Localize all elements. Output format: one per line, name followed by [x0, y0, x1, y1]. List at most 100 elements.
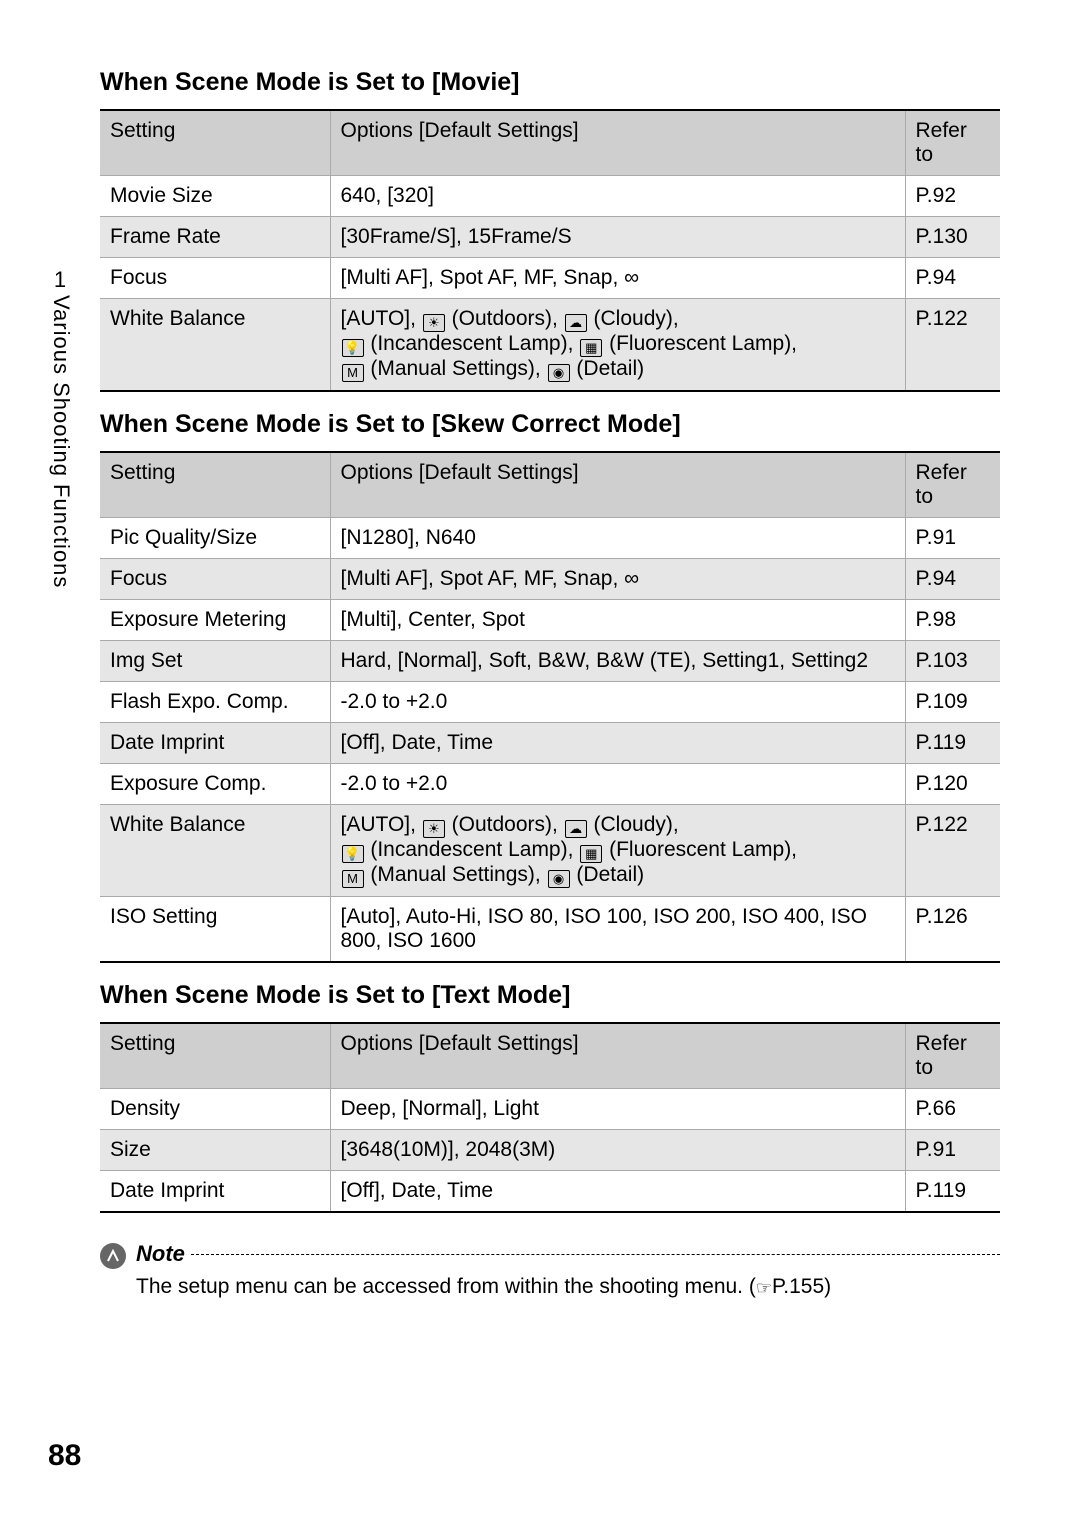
cell-refer: P.109	[905, 682, 1000, 723]
note-icon	[100, 1243, 126, 1269]
table-row: Exposure Comp.-2.0 to +2.0P.120	[100, 764, 1000, 805]
wb-icon: 💡	[342, 845, 364, 863]
col-header-refer: Refer to	[905, 452, 1000, 518]
col-header-refer: Refer to	[905, 1023, 1000, 1089]
table-row: Size[3648(10M)], 2048(3M)P.91	[100, 1130, 1000, 1171]
col-header-setting: Setting	[100, 452, 330, 518]
col-header-refer: Refer to	[905, 110, 1000, 176]
cell-options: [N1280], N640	[330, 518, 905, 559]
cell-options: [30Frame/S], 15Frame/S	[330, 217, 905, 258]
table-row: Img SetHard, [Normal], Soft, B&W, B&W (T…	[100, 641, 1000, 682]
cell-setting: Frame Rate	[100, 217, 330, 258]
cell-setting: White Balance	[100, 299, 330, 392]
cell-setting: White Balance	[100, 805, 330, 897]
chapter-number: 1	[48, 267, 72, 293]
table-row: Date Imprint[Off], Date, TimeP.119	[100, 723, 1000, 764]
cell-refer: P.91	[905, 1130, 1000, 1171]
cell-refer: P.94	[905, 258, 1000, 299]
wb-icon: ☁	[565, 820, 587, 838]
col-header-setting: Setting	[100, 1023, 330, 1089]
cell-refer: P.103	[905, 641, 1000, 682]
table-row: Focus[Multi AF], Spot AF, MF, Snap, ∞P.9…	[100, 258, 1000, 299]
cell-setting: Size	[100, 1130, 330, 1171]
cell-refer: P.119	[905, 723, 1000, 764]
cell-options: -2.0 to +2.0	[330, 682, 905, 723]
side-section-label: Various Shooting Functions	[48, 295, 74, 588]
cell-options: [Auto], Auto-Hi, ISO 80, ISO 100, ISO 20…	[330, 897, 905, 963]
cell-options: [Off], Date, Time	[330, 723, 905, 764]
cell-refer: P.94	[905, 559, 1000, 600]
hand-icon: ☞	[756, 1278, 772, 1298]
wb-icon: ☁	[565, 314, 587, 332]
cell-refer: P.122	[905, 299, 1000, 392]
page-number: 88	[48, 1439, 81, 1473]
table-row: Exposure Metering[Multi], Center, SpotP.…	[100, 600, 1000, 641]
wb-icon: M	[342, 870, 364, 888]
note-label: Note	[136, 1241, 185, 1267]
table-row: Date Imprint[Off], Date, TimeP.119	[100, 1171, 1000, 1213]
wb-icon: M	[342, 364, 364, 382]
table-row: ISO Setting[Auto], Auto-Hi, ISO 80, ISO …	[100, 897, 1000, 963]
cell-refer: P.91	[905, 518, 1000, 559]
col-header-options: Options [Default Settings]	[330, 1023, 905, 1089]
cell-setting: Density	[100, 1089, 330, 1130]
wb-icon: ☀	[423, 820, 445, 838]
cell-setting: Exposure Metering	[100, 600, 330, 641]
cell-refer: P.92	[905, 176, 1000, 217]
table-row: Frame Rate[30Frame/S], 15Frame/SP.130	[100, 217, 1000, 258]
cell-refer: P.126	[905, 897, 1000, 963]
wb-icon: ☀	[423, 314, 445, 332]
cell-setting: Focus	[100, 559, 330, 600]
table-body: Movie Size640, [320]P.92Frame Rate[30Fra…	[100, 176, 1000, 392]
cell-setting: Movie Size	[100, 176, 330, 217]
cell-options: [3648(10M)], 2048(3M)	[330, 1130, 905, 1171]
wb-icon: ▦	[580, 845, 602, 863]
cell-options: [AUTO], ☀ (Outdoors), ☁ (Cloudy),💡 (Inca…	[330, 805, 905, 897]
cell-options: [Multi], Center, Spot	[330, 600, 905, 641]
page: 1 Various Shooting Functions When Scene …	[0, 0, 1080, 1521]
cell-options: [Multi AF], Spot AF, MF, Snap, ∞	[330, 258, 905, 299]
section-heading-movie: When Scene Mode is Set to [Movie]	[100, 68, 1000, 97]
cell-setting: Date Imprint	[100, 723, 330, 764]
wb-icon: ▦	[580, 339, 602, 357]
section-heading-text: When Scene Mode is Set to [Text Mode]	[100, 981, 1000, 1010]
cell-options: 640, [320]	[330, 176, 905, 217]
cell-options: Hard, [Normal], Soft, B&W, B&W (TE), Set…	[330, 641, 905, 682]
cell-options: [Multi AF], Spot AF, MF, Snap, ∞	[330, 559, 905, 600]
note-text-before: The setup menu can be accessed from with…	[136, 1275, 756, 1298]
cell-refer: P.130	[905, 217, 1000, 258]
settings-table-movie: Setting Options [Default Settings] Refer…	[100, 109, 1000, 392]
cell-setting: Exposure Comp.	[100, 764, 330, 805]
note-divider	[191, 1241, 1000, 1255]
cell-refer: P.120	[905, 764, 1000, 805]
note-text-after: P.155)	[772, 1275, 831, 1298]
cell-setting: ISO Setting	[100, 897, 330, 963]
cell-setting: Flash Expo. Comp.	[100, 682, 330, 723]
table-row: White Balance[AUTO], ☀ (Outdoors), ☁ (Cl…	[100, 805, 1000, 897]
table-body: Pic Quality/Size[N1280], N640P.91Focus[M…	[100, 518, 1000, 963]
cell-refer: P.122	[905, 805, 1000, 897]
table-row: Focus[Multi AF], Spot AF, MF, Snap, ∞P.9…	[100, 559, 1000, 600]
table-row: Flash Expo. Comp.-2.0 to +2.0P.109	[100, 682, 1000, 723]
col-header-options: Options [Default Settings]	[330, 452, 905, 518]
table-row: White Balance[AUTO], ☀ (Outdoors), ☁ (Cl…	[100, 299, 1000, 392]
table-row: Pic Quality/Size[N1280], N640P.91	[100, 518, 1000, 559]
settings-table-skew: Setting Options [Default Settings] Refer…	[100, 451, 1000, 963]
cell-options: [AUTO], ☀ (Outdoors), ☁ (Cloudy),💡 (Inca…	[330, 299, 905, 392]
cell-refer: P.98	[905, 600, 1000, 641]
col-header-setting: Setting	[100, 110, 330, 176]
wb-icon: ◉	[548, 364, 570, 382]
table-row: DensityDeep, [Normal], LightP.66	[100, 1089, 1000, 1130]
note-header: Note	[100, 1241, 1000, 1269]
section-heading-skew: When Scene Mode is Set to [Skew Correct …	[100, 410, 1000, 439]
cell-setting: Img Set	[100, 641, 330, 682]
cell-options: -2.0 to +2.0	[330, 764, 905, 805]
col-header-options: Options [Default Settings]	[330, 110, 905, 176]
cell-options: Deep, [Normal], Light	[330, 1089, 905, 1130]
settings-table-text: Setting Options [Default Settings] Refer…	[100, 1022, 1000, 1213]
table-body: DensityDeep, [Normal], LightP.66Size[364…	[100, 1089, 1000, 1213]
cell-setting: Focus	[100, 258, 330, 299]
cell-setting: Date Imprint	[100, 1171, 330, 1213]
wb-icon: ◉	[548, 870, 570, 888]
wb-icon: 💡	[342, 339, 364, 357]
